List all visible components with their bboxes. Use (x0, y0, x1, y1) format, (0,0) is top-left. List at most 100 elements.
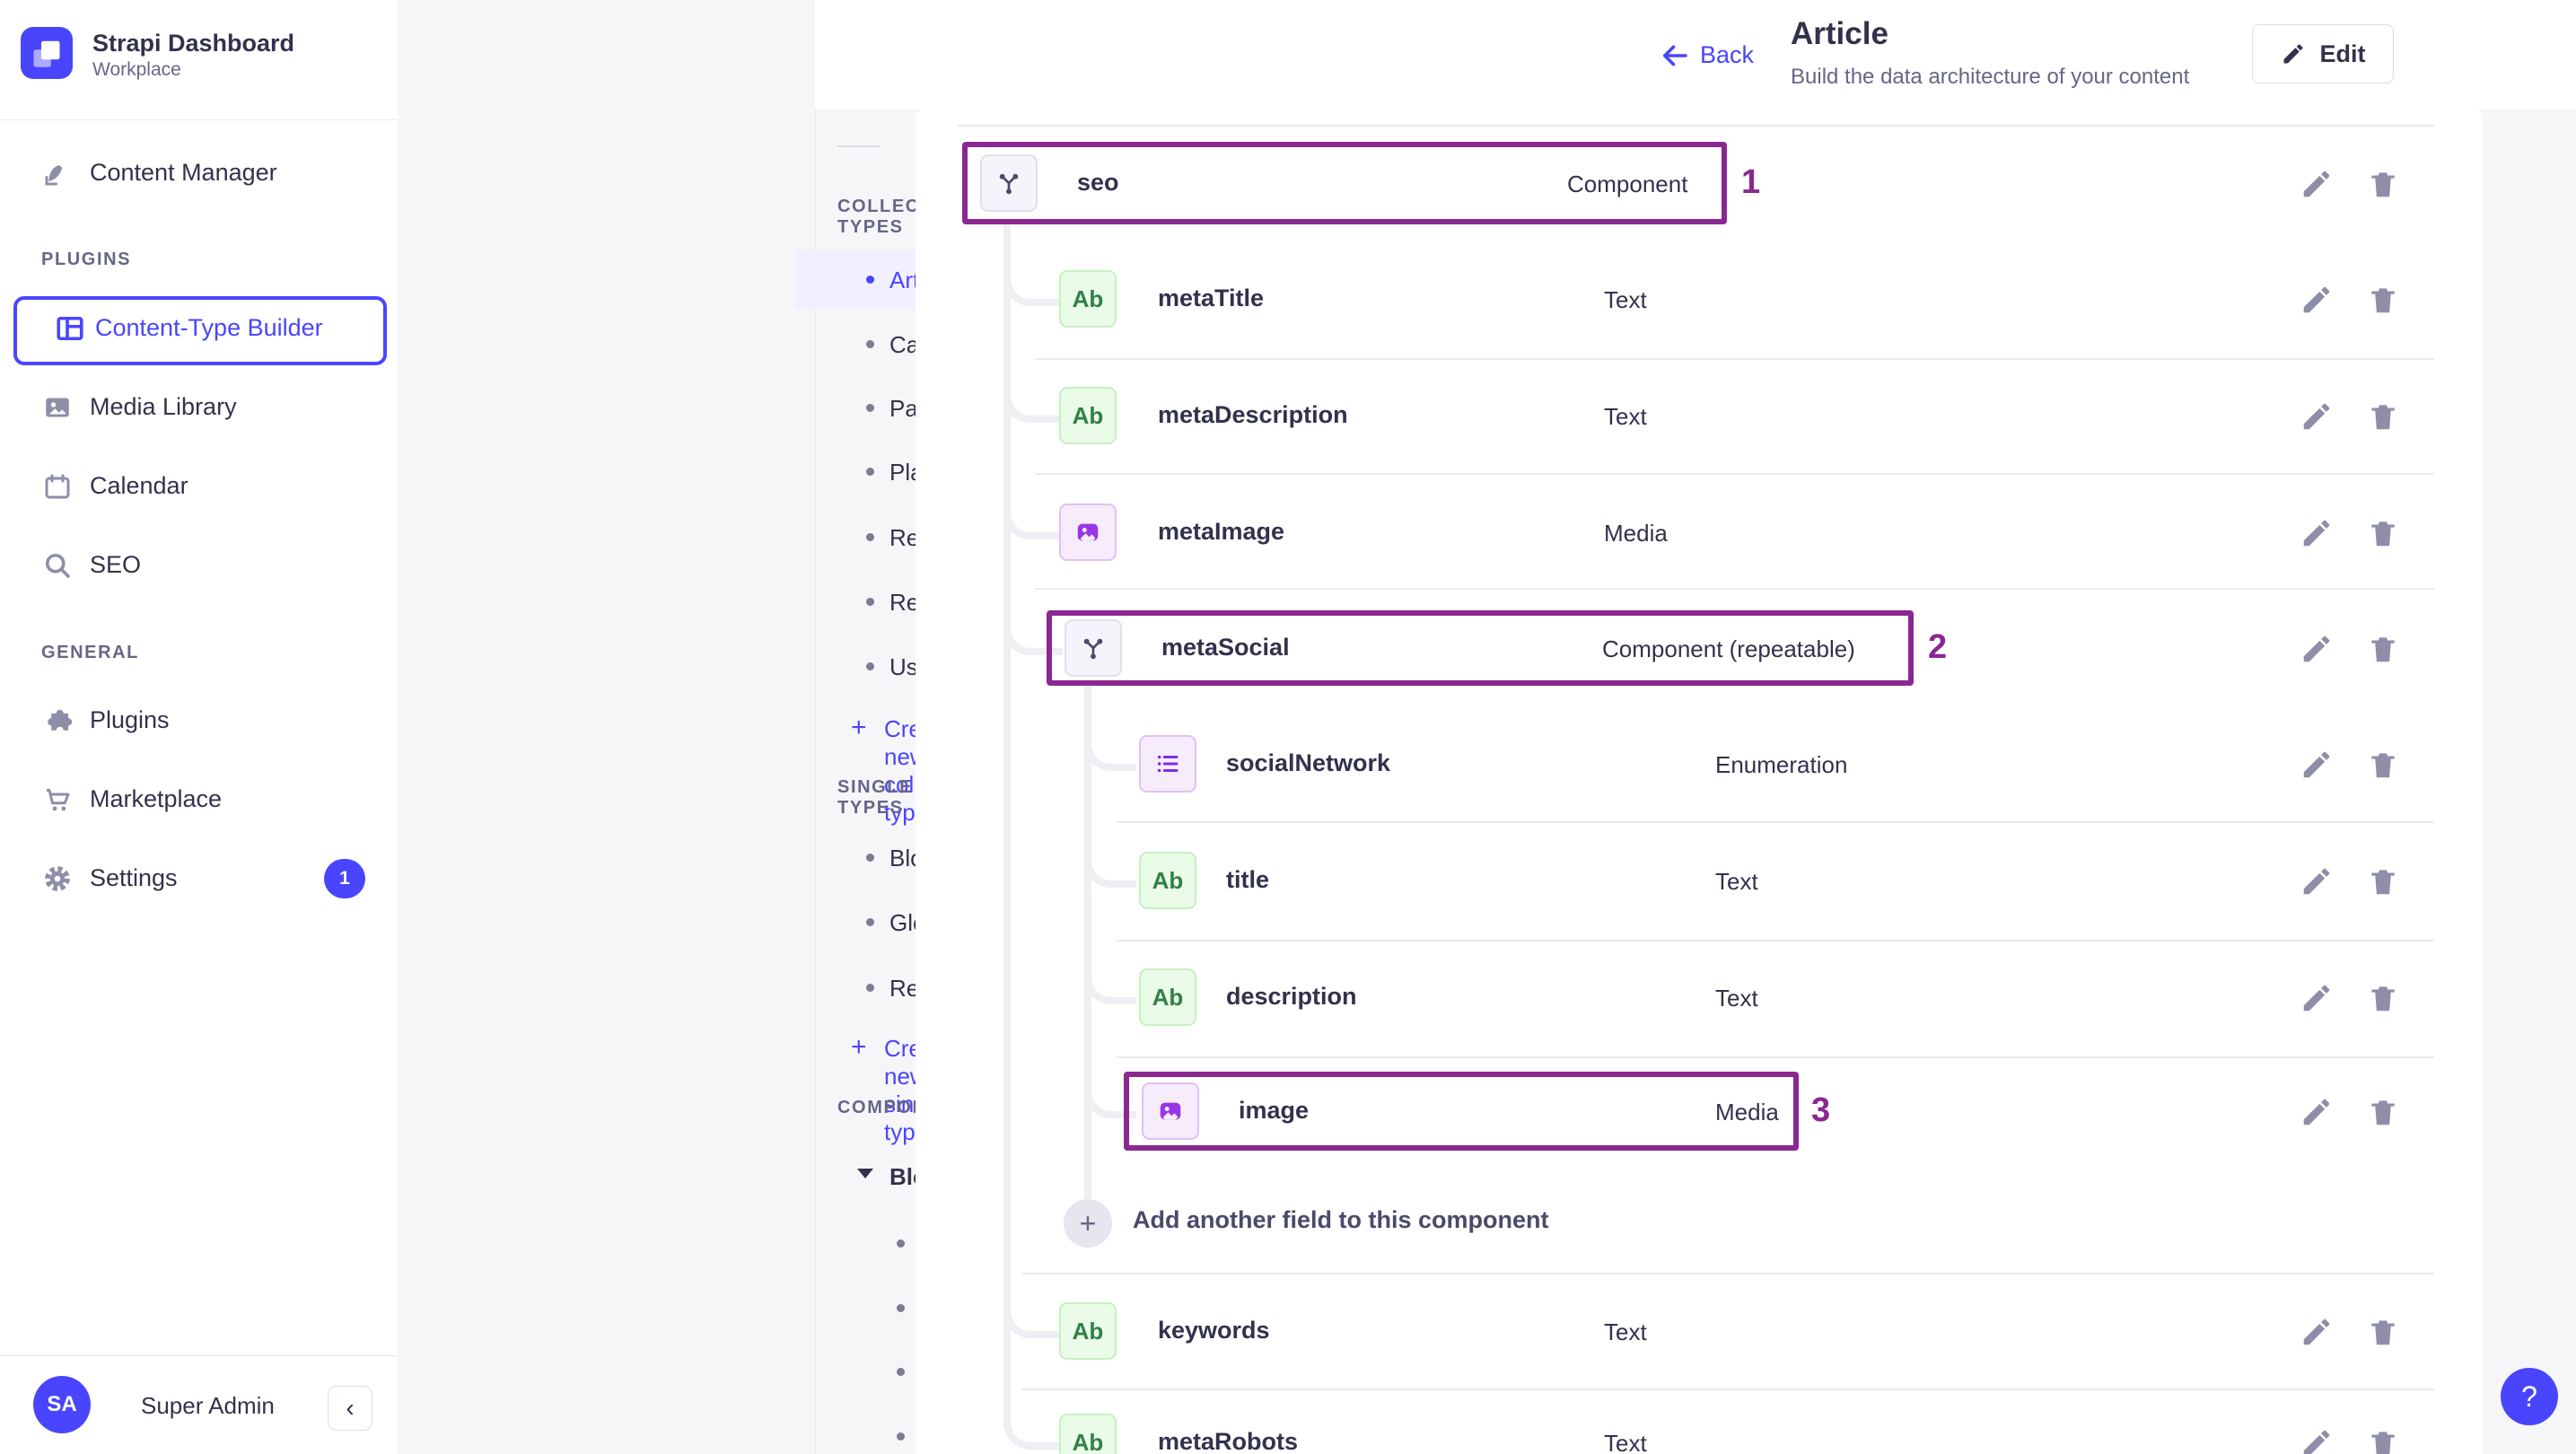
text-field-icon: Ab (1139, 968, 1196, 1026)
user-avatar[interactable]: SA (33, 1376, 91, 1433)
sidebar-section-plugins: PLUGINS (41, 250, 132, 269)
back-link[interactable]: Back (1700, 41, 1755, 68)
text-field-icon: Ab (1059, 387, 1117, 444)
plus-icon: + (1079, 1206, 1097, 1239)
field-name: metaSocial (1161, 634, 1290, 661)
text-field-icon: Ab (1059, 1414, 1117, 1454)
main-sidebar: Strapi Dashboard Workplace Content Manag… (0, 0, 399, 1454)
add-component-field-button[interactable]: + (1064, 1199, 1112, 1248)
field-type: Media (1604, 520, 1668, 547)
edit-field-button[interactable] (2300, 748, 2334, 782)
sidebar-item-seo[interactable]: SEO (90, 551, 142, 578)
field-type: Text (1715, 868, 1758, 895)
sidebar-item-media-library[interactable]: Media Library (90, 393, 237, 420)
bullet-icon (866, 598, 874, 606)
bullet-icon (866, 854, 874, 862)
edit-field-button[interactable] (2300, 167, 2334, 201)
edit-field-button[interactable] (2300, 283, 2334, 317)
edit-field-button[interactable] (2300, 1095, 2334, 1129)
strapi-logo[interactable] (21, 27, 73, 79)
field-name: metaDescription (1158, 401, 1348, 428)
bullet-icon (897, 1432, 905, 1441)
bullet-icon (866, 404, 874, 412)
delete-field-button[interactable] (2366, 283, 2400, 317)
field-type: Text (1604, 403, 1647, 430)
content-manager-icon (41, 157, 74, 189)
bullet-icon (866, 468, 874, 476)
edit-field-button[interactable] (2300, 516, 2334, 550)
plus-icon: + (851, 1032, 867, 1062)
bullet-icon (866, 340, 874, 348)
tree-branch (1003, 1394, 1063, 1450)
delete-field-button[interactable] (2366, 1095, 2400, 1129)
chevron-down-icon[interactable] (857, 1169, 873, 1178)
edit-field-button[interactable] (2300, 1315, 2334, 1349)
page-header: Back Article Build the data architecture… (815, 0, 2576, 109)
strapi-logo-glyph (33, 40, 60, 67)
sidebar-collapse-button[interactable]: ‹ (328, 1386, 372, 1431)
tree-branch (1003, 484, 1063, 539)
marketplace-cart-icon (41, 784, 74, 816)
sidebar-item-content-manager[interactable]: Content Manager (90, 159, 277, 186)
ctb-subnav: Content-Type Builder COLLECTION TYPES 7 … (398, 0, 1213, 1454)
bullet-icon (897, 1368, 905, 1376)
settings-gear-icon (41, 863, 74, 895)
tree-branch (1003, 367, 1063, 423)
delete-field-button[interactable] (2366, 1315, 2400, 1349)
edit-field-button[interactable] (2300, 864, 2334, 898)
edit-field-button[interactable] (2300, 399, 2334, 434)
component-icon (1065, 619, 1122, 677)
delete-field-button[interactable] (2366, 399, 2400, 434)
media-field-icon (1059, 504, 1117, 561)
edit-button[interactable]: Edit (2252, 24, 2394, 83)
brand-title: Strapi Dashboard (92, 30, 295, 57)
field-name: keywords (1158, 1317, 1270, 1344)
bullet-icon (866, 533, 874, 541)
row-divider (1021, 1388, 2434, 1390)
sidebar-item-marketplace[interactable]: Marketplace (90, 785, 223, 812)
settings-notification-badge: 1 (324, 859, 365, 898)
delete-field-button[interactable] (2366, 864, 2400, 898)
delete-field-button[interactable] (2366, 632, 2400, 666)
bullet-icon (866, 662, 874, 670)
add-component-field-label[interactable]: Add another field to this component (1133, 1206, 1549, 1233)
row-divider (1035, 588, 2434, 590)
delete-field-button[interactable] (2366, 167, 2400, 201)
edit-field-button[interactable] (2300, 632, 2334, 666)
brand-subtitle: Workplace (92, 59, 181, 80)
single-types-header[interactable]: SINGLE TYPES (837, 777, 942, 819)
content-type-builder-icon (54, 312, 86, 345)
help-button[interactable]: ? (2501, 1368, 2558, 1425)
component-icon (980, 154, 1038, 212)
field-name: seo (1077, 169, 1119, 196)
row-divider (1035, 358, 2434, 360)
edit-field-button[interactable] (2300, 1426, 2334, 1454)
delete-field-button[interactable] (2366, 748, 2400, 782)
bullet-icon (866, 918, 874, 926)
back-arrow-icon (1659, 39, 1691, 72)
annotation-box-2 (1047, 610, 1914, 686)
field-type: Text (1604, 1318, 1647, 1345)
plus-icon: + (851, 713, 867, 742)
delete-field-button[interactable] (2366, 981, 2400, 1015)
tree-branch (1003, 1283, 1063, 1338)
sidebar-item-settings[interactable]: Settings (90, 864, 178, 891)
edit-field-button[interactable] (2300, 981, 2334, 1015)
sidebar-item-content-type-builder[interactable] (13, 296, 387, 365)
sidebar-section-general: GENERAL (41, 643, 139, 662)
field-name: image (1239, 1097, 1310, 1124)
edit-button-label: Edit (2319, 39, 2366, 67)
seo-search-icon (41, 549, 74, 582)
bullet-icon (866, 984, 874, 992)
user-name: Super Admin (141, 1392, 275, 1419)
delete-field-button[interactable] (2366, 516, 2400, 550)
sidebar-item-calendar[interactable]: Calendar (90, 472, 188, 499)
media-library-icon (41, 391, 74, 424)
delete-field-button[interactable] (2366, 1426, 2400, 1454)
row-divider (1035, 473, 2434, 475)
text-field-icon: Ab (1059, 270, 1117, 328)
sidebar-item-plugins[interactable]: Plugins (90, 706, 170, 733)
field-name: title (1226, 866, 1270, 893)
bullet-icon (897, 1239, 905, 1248)
